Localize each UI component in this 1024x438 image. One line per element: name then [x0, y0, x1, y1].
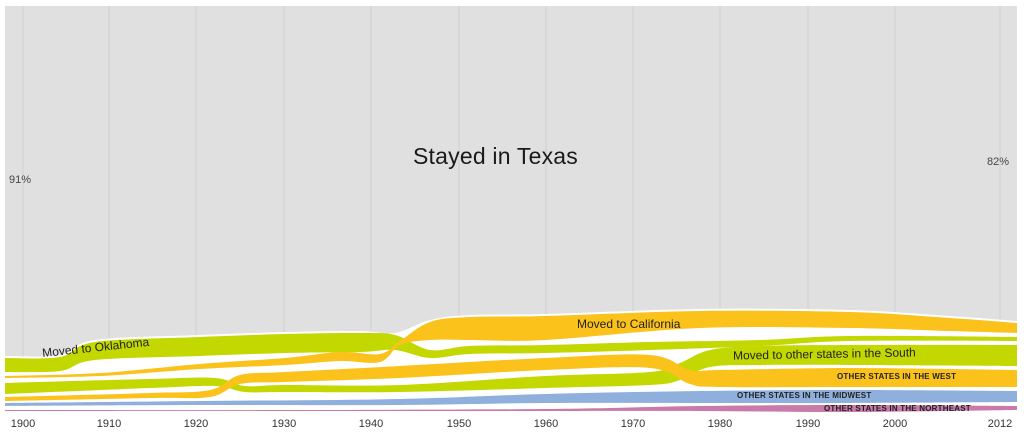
x-tick-1950: 1950 [446, 418, 472, 430]
x-tick-1970: 1970 [620, 418, 646, 430]
x-tick-1900: 1900 [10, 418, 36, 430]
x-tick-1980: 1980 [707, 418, 733, 430]
x-tick-1990: 1990 [795, 418, 821, 430]
start-percentage: 91% [9, 174, 32, 186]
label-midwest: OTHER STATES IN THE MIDWEST [737, 391, 872, 400]
end-percentage: 82% [987, 156, 1010, 168]
band-west [5, 354, 1017, 401]
band-northeast [5, 405, 1017, 413]
band-midwest [5, 390, 1017, 406]
band-california [5, 310, 1017, 378]
x-tick-1940: 1940 [358, 418, 384, 430]
band-oklahoma [5, 332, 1017, 373]
x-tick-1910: 1910 [96, 418, 122, 430]
label-west: OTHER STATES IN THE WEST [837, 372, 957, 381]
label-northeast: OTHER STATES IN THE NORTHEAST [824, 404, 971, 413]
x-tick-2012: 2012 [987, 418, 1013, 430]
migration-bands [5, 308, 1017, 414]
x-tick-1920: 1920 [183, 418, 209, 430]
x-tick-2000: 2000 [882, 418, 908, 430]
x-tick-1930: 1930 [271, 418, 297, 430]
label-california: Moved to California [577, 317, 681, 331]
x-tick-1960: 1960 [533, 418, 559, 430]
chart-title: Stayed in Texas [413, 143, 578, 169]
band-south [5, 344, 1017, 394]
